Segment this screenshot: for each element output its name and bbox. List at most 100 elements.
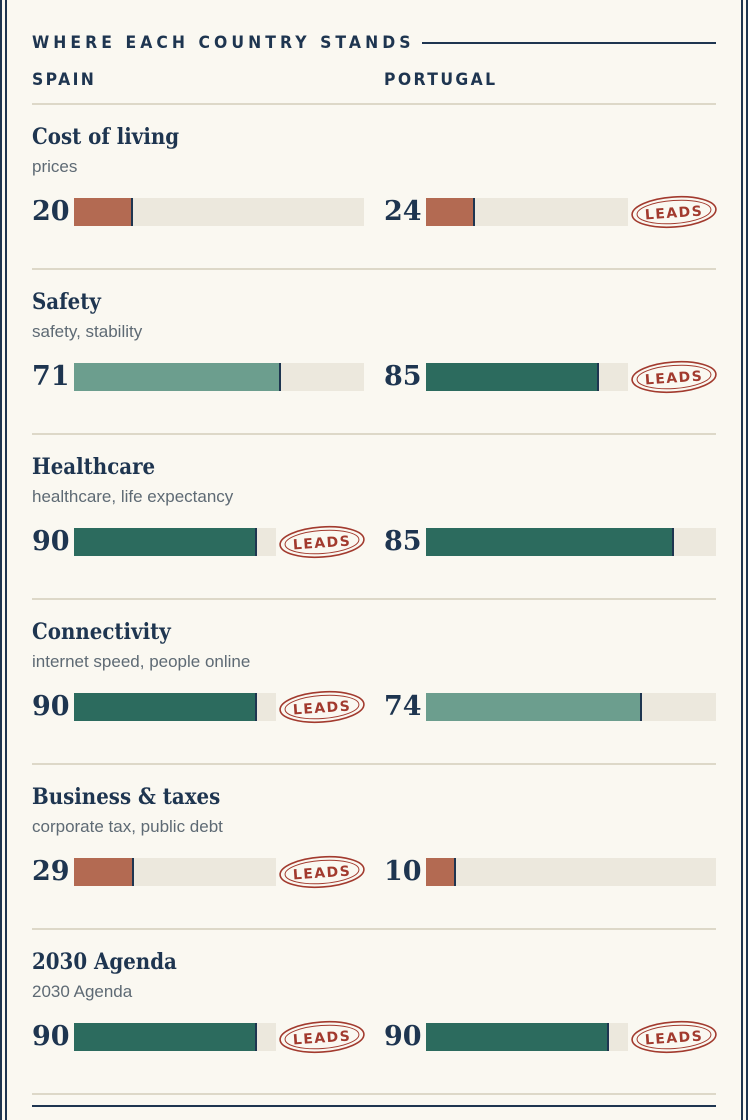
metric-subtitle: safety, stability	[32, 322, 143, 341]
spain-score-bar-track	[74, 198, 364, 226]
metric-title: Connectivity	[32, 619, 171, 645]
spain-score-value: 71	[32, 361, 70, 392]
spain-score-value: 90	[32, 526, 70, 557]
portugal-score-bar-marker	[473, 198, 475, 226]
spain-score-bar-marker	[279, 363, 281, 391]
portugal-score-bar-track	[426, 858, 716, 886]
stamp-label: LEADS	[292, 533, 352, 553]
leads-stamp-badge: LEADS	[631, 1020, 717, 1054]
metric-divider	[32, 433, 716, 435]
spain-score-bar-fill	[74, 198, 132, 226]
portugal-score-bar-fill	[426, 858, 455, 886]
section-header: WHERE EACH COUNTRY STANDS	[32, 30, 716, 60]
stamp-outer-ring	[279, 855, 365, 889]
portugal-score-cell: 90 LEADS	[384, 1019, 717, 1055]
stamp-label: LEADS	[644, 1028, 704, 1048]
spain-score-cell: 71	[32, 359, 364, 395]
frame-border-left-inner	[5, 0, 7, 1120]
spain-score-bar-marker	[132, 858, 134, 886]
spain-score-cell: 29 LEADS	[32, 854, 365, 890]
spain-score-bar-track	[74, 363, 364, 391]
spain-score-bar-marker	[255, 1023, 257, 1051]
frame-border-right-outer	[746, 0, 748, 1120]
stamp-inner-ring	[284, 859, 360, 885]
spain-score-bar-fill	[74, 1023, 256, 1051]
stamp-outer-ring	[631, 195, 717, 229]
metric-row: Safety safety, stability 71 85 LEADS	[32, 289, 717, 453]
header-divider	[32, 103, 716, 105]
metric-subtitle: prices	[32, 157, 78, 176]
portugal-score-cell: 10	[384, 854, 716, 890]
spain-score-cell: 90 LEADS	[32, 524, 365, 560]
metric-title: Business & taxes	[32, 784, 221, 810]
portugal-score-bar-marker	[640, 693, 642, 721]
leads-stamp-badge: LEADS	[631, 360, 717, 394]
spain-score-value: 29	[32, 856, 70, 887]
metric-subtitle: 2030 Agenda	[32, 982, 133, 1001]
stamp-outer-ring	[631, 1020, 717, 1054]
portugal-score-bar-fill	[426, 198, 474, 226]
section-title: WHERE EACH COUNTRY STANDS	[32, 33, 415, 53]
portugal-score-bar-marker	[454, 858, 456, 886]
country-comparison-panel: WHERE EACH COUNTRY STANDS SPAIN PORTUGAL…	[32, 0, 717, 1120]
stamp-label: LEADS	[292, 1028, 352, 1048]
spain-score-bar-track	[74, 693, 276, 721]
stamp-inner-ring	[636, 364, 712, 390]
portugal-score-bar-marker	[607, 1023, 609, 1051]
portugal-score-cell: 74	[384, 689, 716, 725]
stamp-label: LEADS	[292, 863, 352, 883]
portugal-score-bar-track	[426, 363, 628, 391]
portugal-score-bar-marker	[597, 363, 599, 391]
portugal-score-value: 74	[384, 691, 422, 722]
stamp-label: LEADS	[644, 368, 704, 388]
column-label-spain: SPAIN	[32, 70, 97, 90]
spain-score-value: 90	[32, 691, 70, 722]
spain-score-bar-fill	[74, 363, 280, 391]
spain-score-bar-marker	[255, 528, 257, 556]
spain-score-value: 90	[32, 1021, 70, 1052]
portugal-score-value: 90	[384, 1021, 422, 1052]
portugal-score-bar-track	[426, 528, 716, 556]
metric-row: Cost of living prices 20 24 LEADS	[32, 124, 717, 288]
stamp-label: LEADS	[644, 203, 704, 223]
metric-row: Business & taxes corporate tax, public de…	[32, 784, 716, 948]
spain-score-bar-fill	[74, 858, 133, 886]
metric-divider	[32, 763, 716, 765]
stamp-inner-ring	[636, 1024, 712, 1050]
metric-divider	[32, 268, 716, 270]
portugal-score-value: 24	[384, 196, 422, 227]
section-title-rule	[422, 42, 716, 44]
metric-title: Healthcare	[32, 454, 156, 480]
stamp-outer-ring	[631, 360, 717, 394]
spain-score-bar-track	[74, 528, 276, 556]
portugal-score-cell: 24 LEADS	[384, 194, 717, 230]
stamp-inner-ring	[636, 199, 712, 225]
portugal-score-cell: 85	[384, 524, 716, 560]
column-label-portugal: PORTUGAL	[384, 70, 498, 90]
metric-divider	[32, 598, 716, 600]
spain-score-bar-marker	[131, 198, 133, 226]
leads-stamp-badge: LEADS	[279, 690, 365, 724]
spain-score-bar-fill	[74, 528, 256, 556]
metric-title: Safety	[32, 289, 101, 315]
stamp-outer-ring	[279, 525, 365, 559]
metric-subtitle: corporate tax, public debt	[32, 817, 223, 836]
stamp-label: LEADS	[292, 698, 352, 718]
metric-row: Healthcare healthcare, life expectancy 90 L…	[32, 454, 716, 618]
leads-stamp-badge: LEADS	[631, 195, 717, 229]
portugal-score-value: 85	[384, 526, 422, 557]
portugal-score-bar-track	[426, 198, 628, 226]
portugal-score-bar-track	[426, 693, 716, 721]
stamp-outer-ring	[279, 1020, 365, 1054]
portugal-score-bar-track	[426, 1023, 628, 1051]
leads-stamp-badge: LEADS	[279, 855, 365, 889]
spain-score-cell: 20	[32, 194, 364, 230]
stamp-outer-ring	[279, 690, 365, 724]
metric-title: Cost of living	[32, 124, 180, 150]
metric-title: 2030 Agenda	[32, 949, 177, 975]
frame-border-right-inner	[741, 0, 743, 1120]
portugal-score-value: 85	[384, 361, 422, 392]
portugal-score-cell: 85 LEADS	[384, 359, 717, 395]
metric-divider	[32, 1093, 716, 1095]
stamp-inner-ring	[284, 694, 360, 720]
